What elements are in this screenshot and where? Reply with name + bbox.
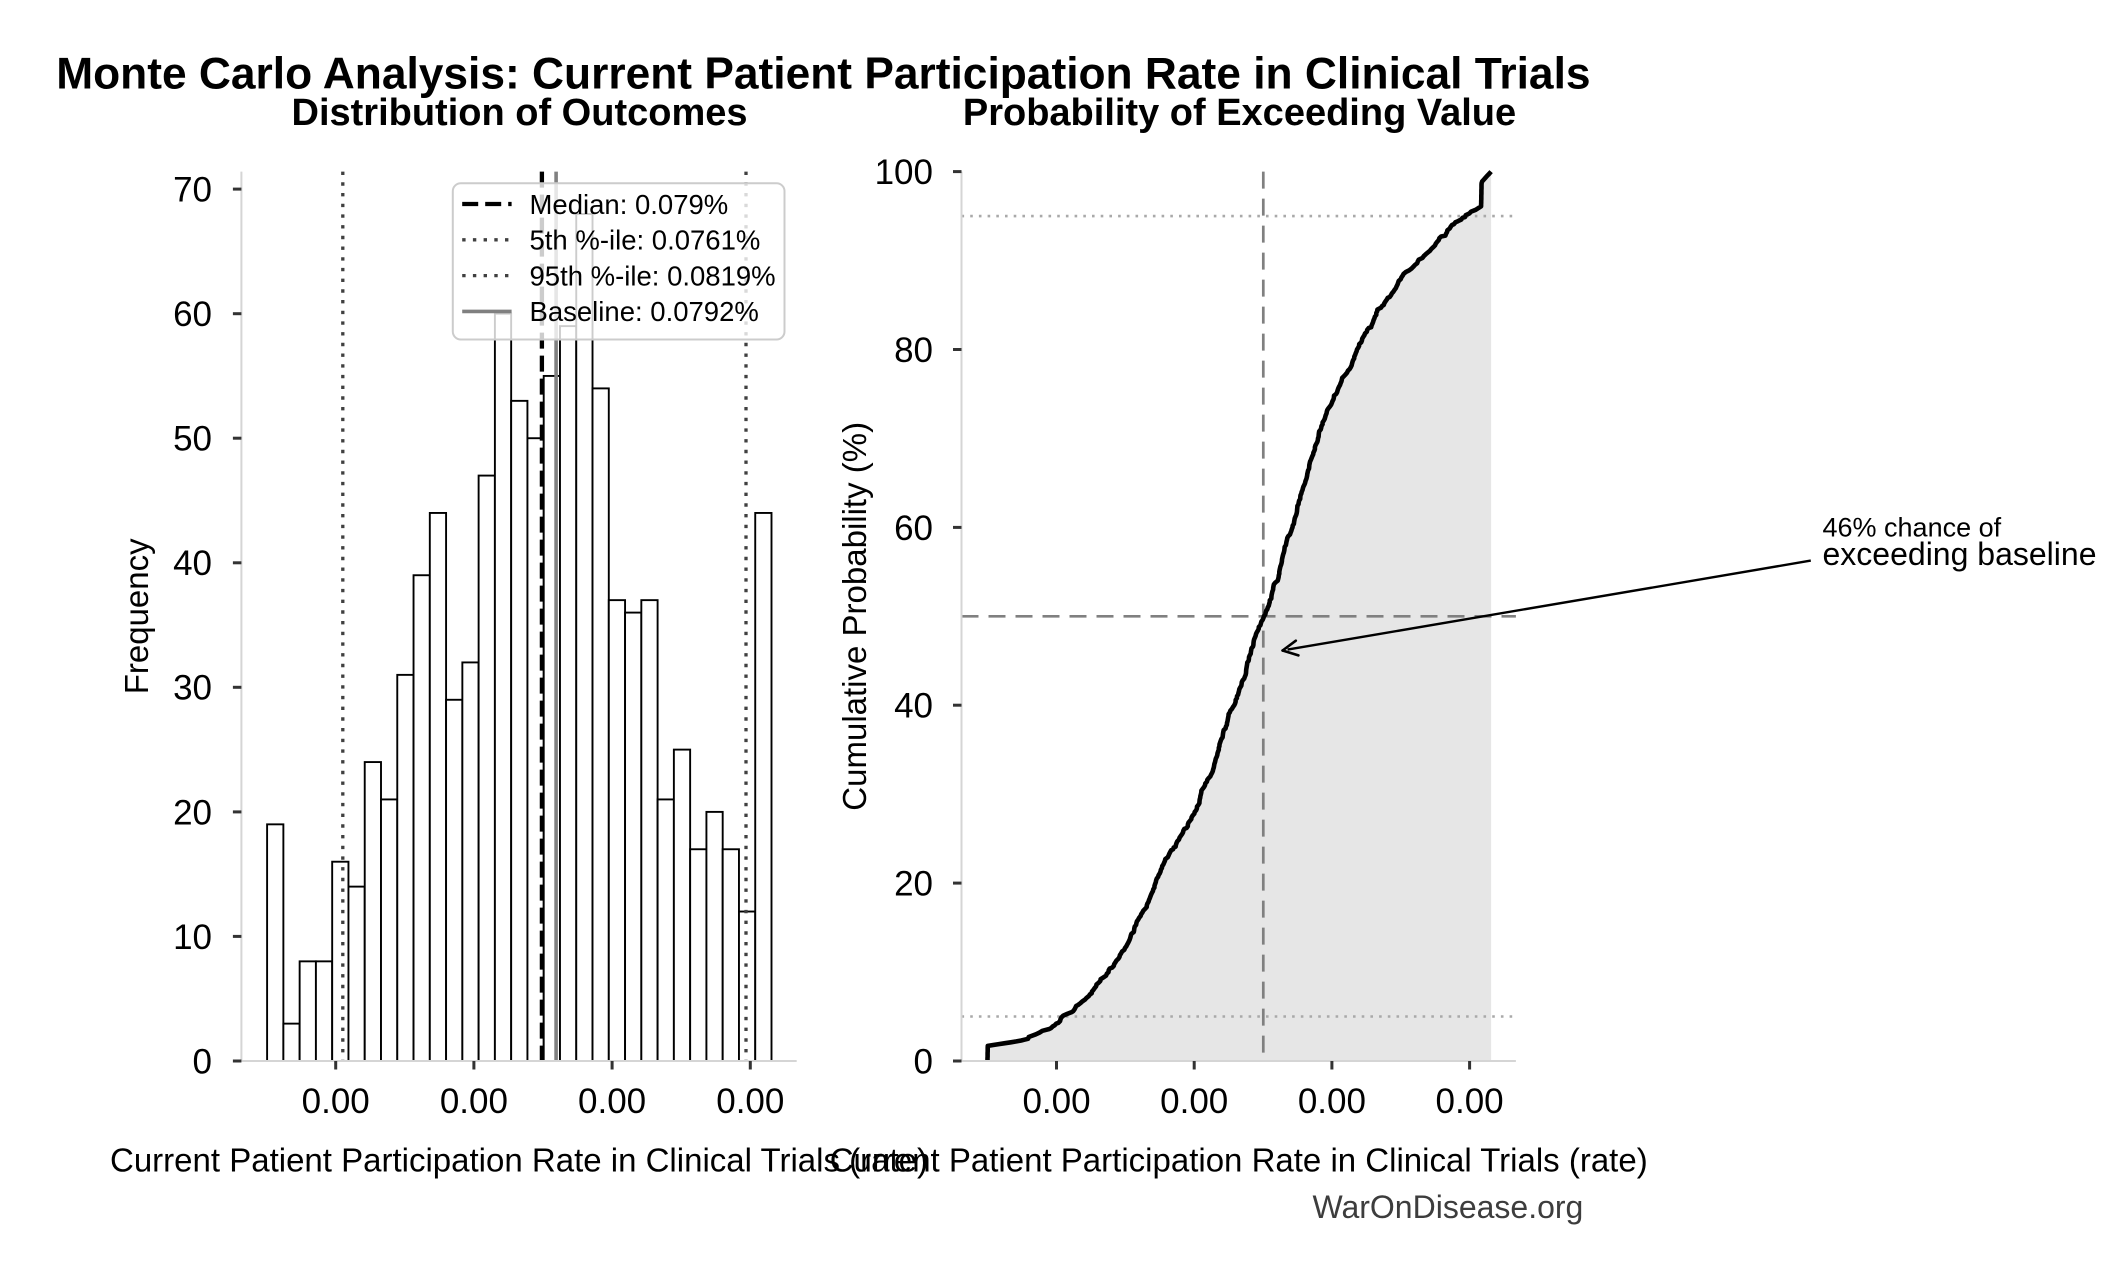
svg-text:60: 60 xyxy=(894,509,933,548)
svg-text:40: 40 xyxy=(894,687,933,726)
svg-text:40: 40 xyxy=(173,544,212,583)
svg-text:Current Patient Participation: Current Patient Participation Rate in Cl… xyxy=(830,1141,1648,1178)
svg-text:95th %-ile: 0.0819%: 95th %-ile: 0.0819% xyxy=(530,260,776,291)
svg-text:80: 80 xyxy=(894,331,933,370)
svg-text:0.00: 0.00 xyxy=(1022,1082,1090,1121)
svg-text:0.00: 0.00 xyxy=(716,1082,784,1121)
svg-text:0: 0 xyxy=(914,1042,933,1081)
svg-text:10: 10 xyxy=(173,918,212,957)
svg-text:Cumulative Probability (%): Cumulative Probability (%) xyxy=(836,422,873,811)
svg-text:0.00: 0.00 xyxy=(302,1082,370,1121)
svg-text:0.00: 0.00 xyxy=(578,1082,646,1121)
svg-text:0.00: 0.00 xyxy=(1160,1082,1228,1121)
svg-text:5th %-ile: 0.0761%: 5th %-ile: 0.0761% xyxy=(530,225,761,256)
svg-text:Monte Carlo Analysis: Current: Monte Carlo Analysis: Current Patient Pa… xyxy=(56,49,1590,98)
svg-text:20: 20 xyxy=(173,793,212,832)
svg-text:Baseline: 0.0792%: Baseline: 0.0792% xyxy=(530,296,759,327)
svg-text:WarOnDisease.org: WarOnDisease.org xyxy=(1312,1189,1583,1225)
svg-text:Frequency: Frequency xyxy=(118,538,155,694)
svg-text:0.00: 0.00 xyxy=(440,1082,508,1121)
svg-text:exceeding baseline: exceeding baseline xyxy=(1823,536,2097,572)
svg-text:0: 0 xyxy=(193,1042,212,1081)
svg-text:60: 60 xyxy=(173,295,212,334)
svg-text:Distribution of Outcomes: Distribution of Outcomes xyxy=(292,92,748,134)
svg-text:70: 70 xyxy=(173,171,212,210)
svg-text:Current Patient Participation: Current Patient Participation Rate in Cl… xyxy=(110,1141,928,1178)
svg-text:20: 20 xyxy=(894,865,933,904)
svg-text:Probability of Exceeding Value: Probability of Exceeding Value xyxy=(963,92,1516,134)
svg-text:0.00: 0.00 xyxy=(1298,1082,1366,1121)
svg-text:46% chance of: 46% chance of xyxy=(1823,512,2002,542)
svg-text:0.00: 0.00 xyxy=(1436,1082,1504,1121)
svg-text:Median: 0.079%: Median: 0.079% xyxy=(530,189,729,220)
svg-text:30: 30 xyxy=(173,669,212,708)
svg-text:100: 100 xyxy=(875,153,933,192)
svg-text:50: 50 xyxy=(173,420,212,459)
